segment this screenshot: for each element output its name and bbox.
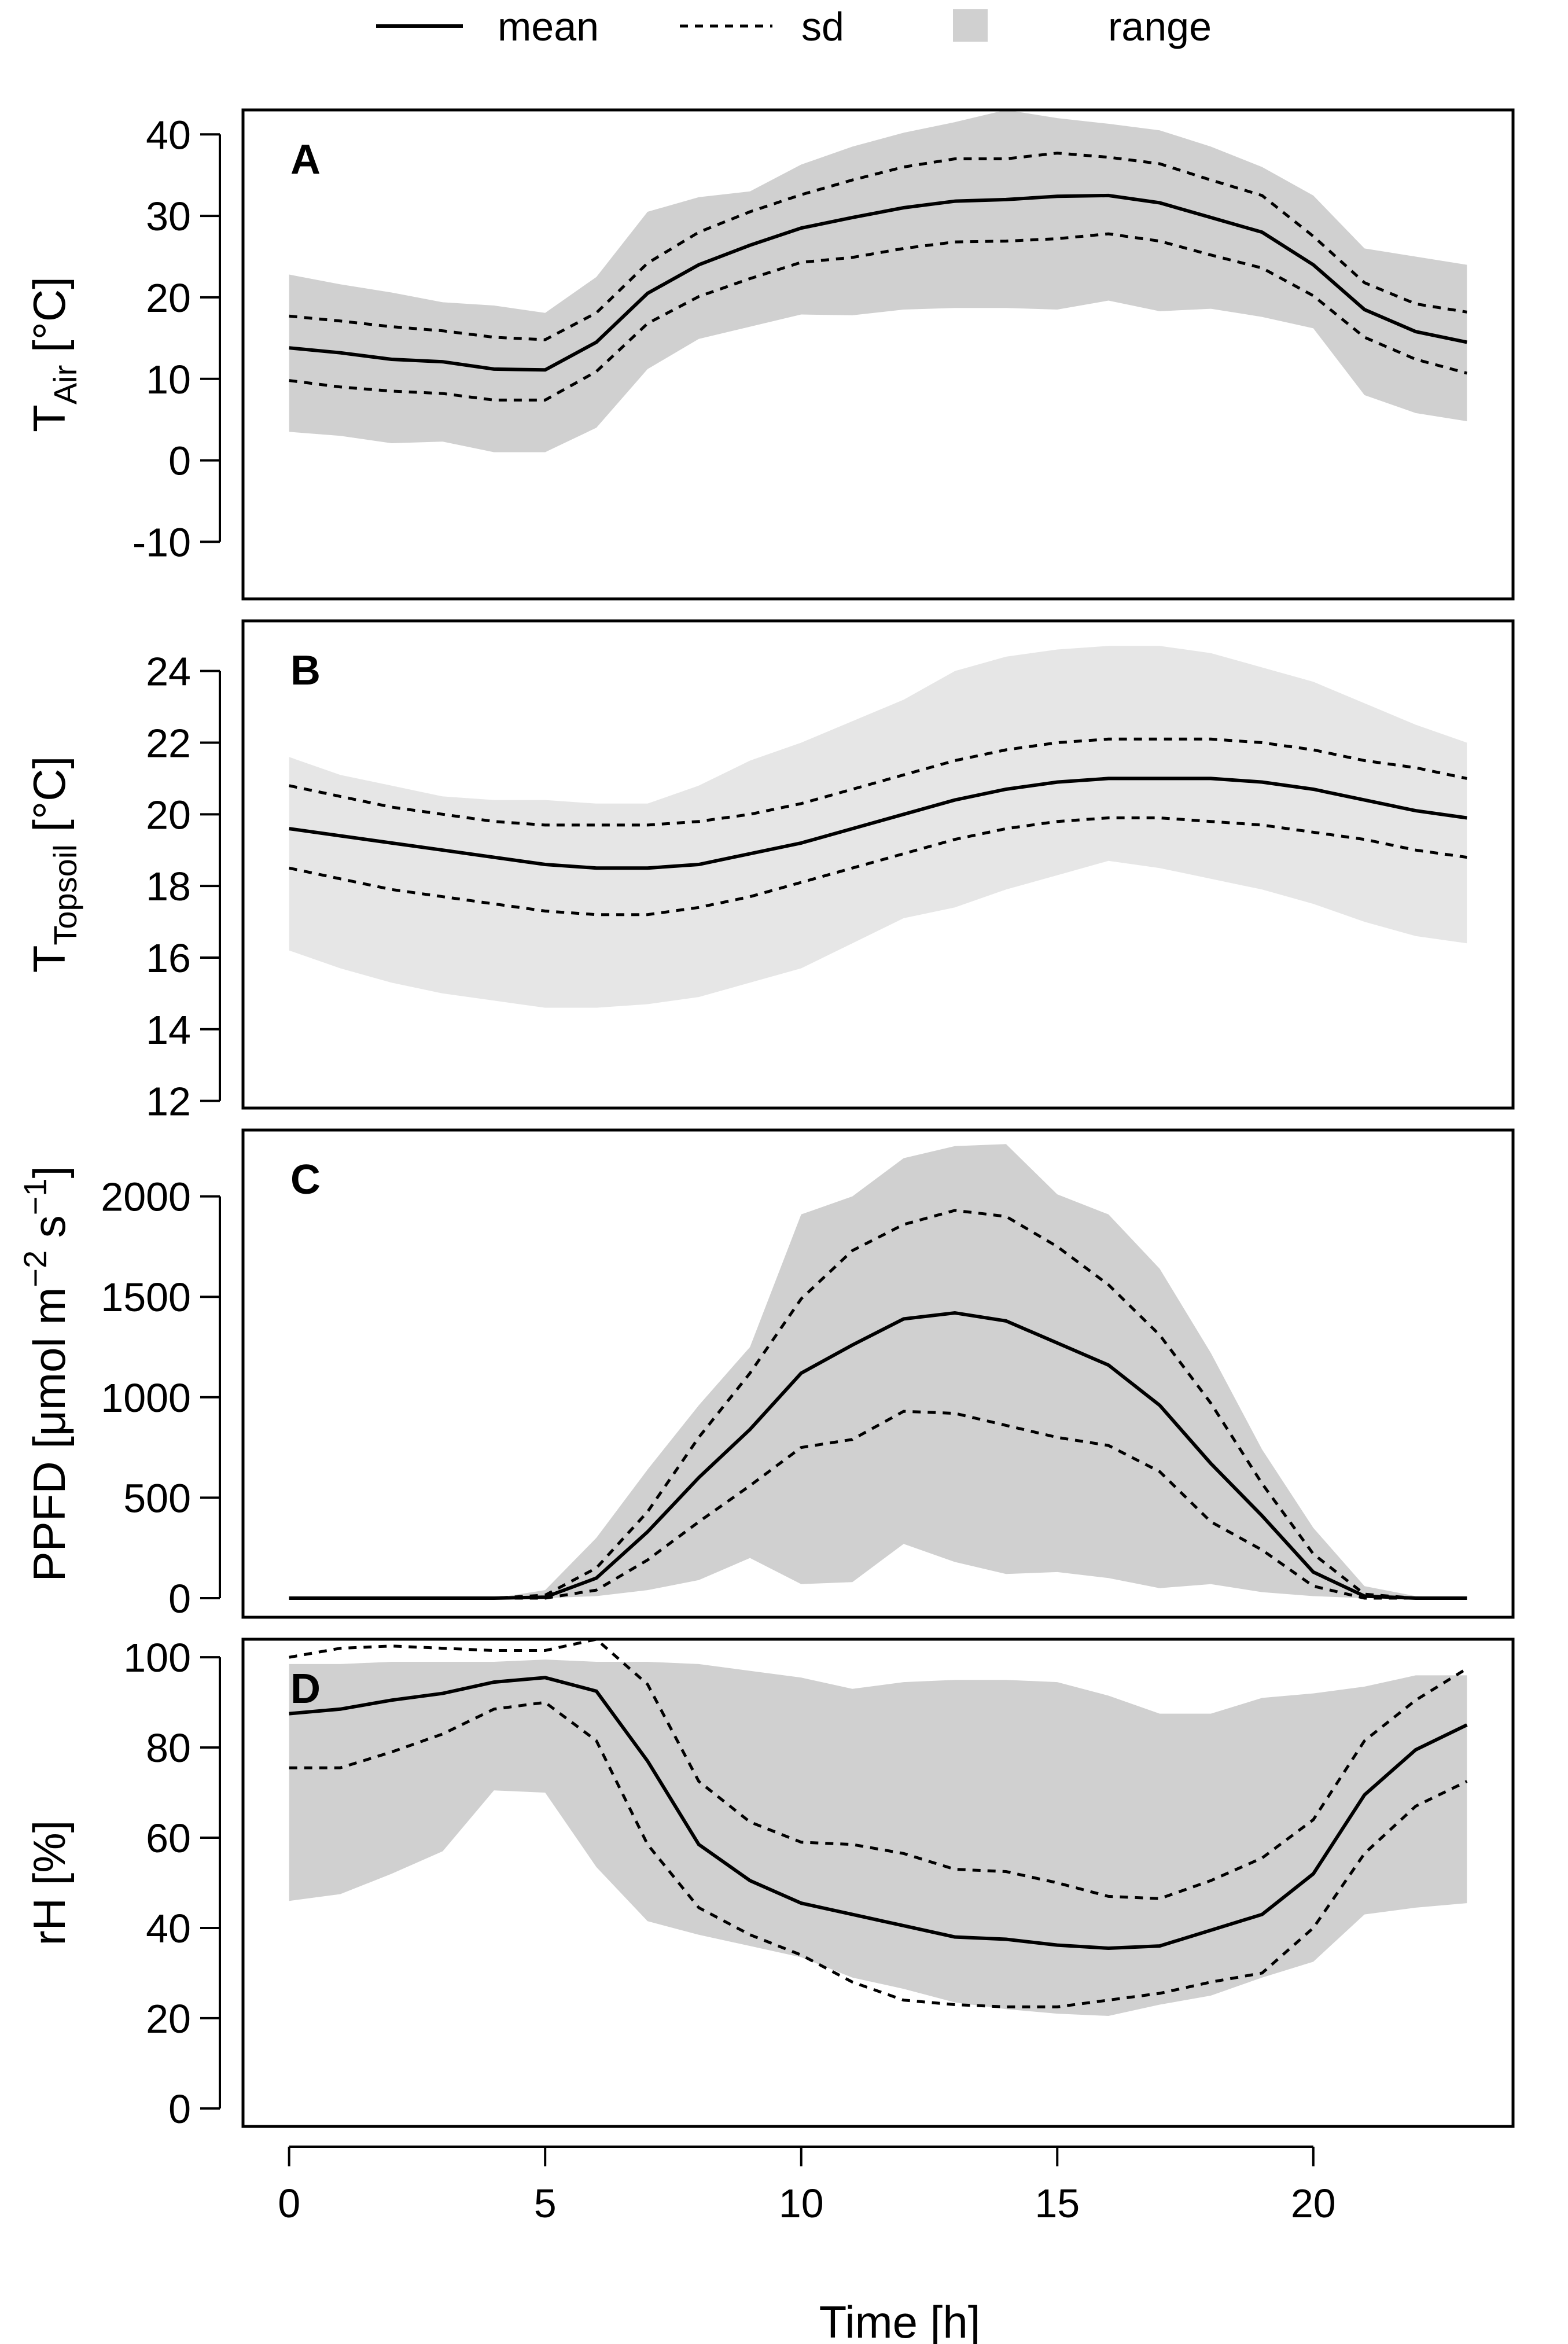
x-tick-label: 15: [1035, 2181, 1080, 2226]
panel-a-tag: A: [290, 137, 321, 183]
panel-c: 0 500 1000 1500 2000 C PPFD [μmol m−2 s−1]: [17, 1128, 1515, 1621]
panel-a-frame: [241, 108, 1515, 601]
panel-a-y-tick-label: 40: [146, 112, 191, 157]
legend-range-swatch: [953, 9, 988, 42]
legend-range-label: range: [1108, 4, 1212, 49]
panel-b-y-tick-label: 16: [146, 936, 191, 981]
panel-b-y-tick-label: 18: [146, 864, 191, 909]
panel-d-y-tick-label: 60: [146, 1816, 191, 1861]
panel-a-y-label-sub: Air: [47, 365, 83, 404]
panel-a: -10 0 10 20 30 40 A TAir [°C]: [24, 108, 1515, 601]
legend-mean-label: mean: [498, 4, 599, 49]
panel-c-y-tick-label: 0: [168, 1576, 191, 1621]
panel-d-y-tick-label: 20: [146, 1996, 191, 2041]
panel-b-y-axis-label: TTopsoil [°C]: [24, 756, 83, 973]
panel-a-y-tick-label: -10: [132, 520, 191, 565]
panel-c-y-tick-label: 1000: [101, 1375, 191, 1421]
panel-a-y-label-main: T: [24, 404, 75, 432]
panel-a-plot-area: [289, 110, 1467, 452]
panel-a-sd-lower-line: [289, 232, 1467, 402]
x-tick-label: 5: [534, 2181, 557, 2226]
panel-a-y-axis-label: TAir [°C]: [24, 277, 83, 432]
panel-b-frame: [241, 619, 1515, 1110]
panel-d-mean-line: [289, 1676, 1468, 1951]
panel-c-y-label-main: PPFD [μmol m: [24, 1287, 75, 1582]
panel-b-tag: B: [290, 647, 321, 694]
panel-d-tag: D: [290, 1666, 321, 1712]
panel-d-plot-area: [289, 1639, 1468, 2016]
x-tick-label: 20: [1291, 2181, 1336, 2226]
panel-b-y-tick-label: 12: [146, 1079, 191, 1124]
panel-c-y-label-sup2: −1: [17, 1178, 53, 1215]
panel-a-y-tick-label: 30: [146, 194, 191, 239]
panel-d-y-label-main: rH [%]: [24, 1820, 75, 1946]
panel-b-y-tick-label: 14: [146, 1007, 191, 1053]
panel-c-y-tick-label: 2000: [101, 1175, 191, 1220]
legend-sd-label: sd: [801, 4, 844, 49]
panel-d-frame: [241, 1638, 1515, 2128]
panel-b-y-tick-label: 20: [146, 792, 191, 837]
panel-b-y-label-sub: Topsoil: [47, 844, 83, 945]
panel-b-y-tick-label: 24: [146, 649, 191, 694]
panel-c-y-axis-label: PPFD [μmol m−2 s−1]: [17, 1166, 75, 1582]
panel-a-y-label-unit: [°C]: [24, 277, 75, 365]
panel-c-tag: C: [290, 1157, 321, 1203]
x-axis: 0 5 10 15 20: [278, 2146, 1336, 2226]
x-axis-label: Time [h]: [819, 2297, 981, 2344]
panel-a-sd-upper-line: [289, 152, 1467, 341]
panel-a-range-band: [289, 110, 1467, 452]
panel-b: 12 14 16 18 20 22 24 B TTopsoil [°C]: [24, 619, 1515, 1124]
panel-b-mean-line: [289, 777, 1467, 870]
panel-a-y-tick-label: 0: [168, 439, 191, 484]
panel-b-sd-lower-line: [289, 816, 1467, 917]
panel-c-frame: [241, 1128, 1515, 1619]
panel-d-sd-upper-line: [289, 1639, 1468, 1900]
panel-c-range-band: [289, 1144, 1467, 1598]
x-tick-label: 10: [779, 2181, 824, 2226]
panel-c-y-label-end: ]: [24, 1166, 75, 1179]
panel-b-range-band: [289, 646, 1467, 1008]
panel-a-mean-line: [289, 193, 1467, 372]
panel-c-plot-area: [289, 1144, 1467, 1600]
panel-c-y-tick-label: 500: [123, 1475, 191, 1521]
panel-b-y-label-unit: [°C]: [24, 756, 75, 845]
panel-b-plot-area: [289, 646, 1467, 1008]
panel-c-y-label-sup1: −2: [17, 1250, 53, 1287]
panel-d: 0 20 40 60 80 100 DrH [%]: [24, 1635, 1515, 2132]
panel-c-y-label-mid: s: [24, 1215, 75, 1250]
panel-c-mean-line: [289, 1311, 1467, 1600]
panel-d-sd-lower-line: [289, 1701, 1468, 2008]
panel-b-sd-upper-line: [289, 737, 1467, 827]
panel-d-y-tick-label: 80: [146, 1725, 191, 1771]
panel-c-y-tick-label: 1500: [101, 1275, 191, 1320]
panel-d-y-tick-label: 100: [123, 1635, 191, 1680]
panel-d-y-tick-label: 40: [146, 1906, 191, 1951]
panel-d-y-axis-label: rH [%]: [24, 1820, 75, 1946]
legend: mean sd range: [376, 4, 1212, 49]
x-tick-label: 0: [278, 2181, 300, 2226]
panel-b-y-label-main: T: [24, 945, 75, 973]
panel-a-y-tick-label: 10: [146, 357, 191, 402]
panel-d-y-tick-label: 0: [168, 2087, 191, 2132]
panel-b-y-tick-label: 22: [146, 721, 191, 766]
panel-a-y-tick-label: 20: [146, 275, 191, 321]
panel-d-range-band: [289, 1659, 1467, 2016]
